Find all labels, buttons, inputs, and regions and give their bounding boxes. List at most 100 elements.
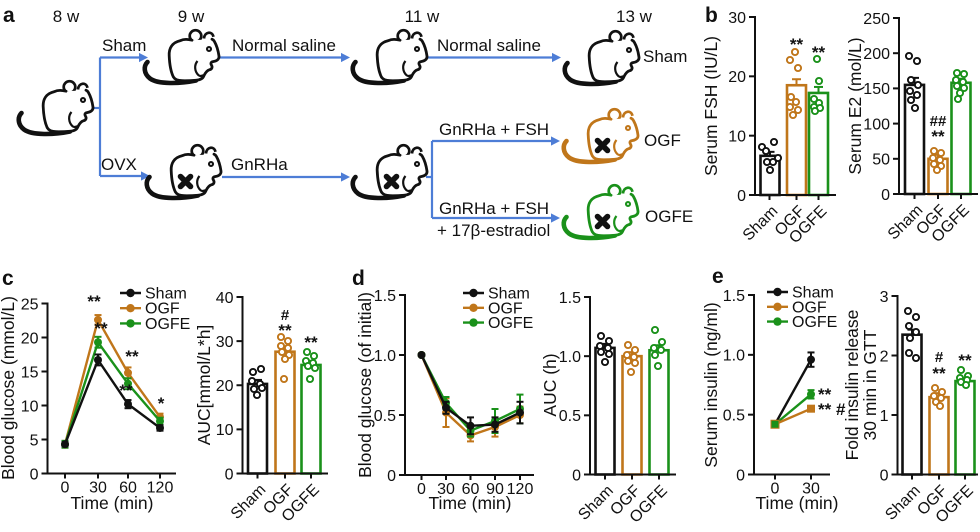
svg-text:OGF: OGF [792,299,827,316]
svg-text:5: 5 [30,432,39,449]
svg-text:GnRHa + FSH: GnRHa + FSH [439,199,549,218]
svg-text:10: 10 [728,128,746,145]
svg-text:120: 120 [147,480,174,497]
svg-text:0: 0 [736,467,745,484]
svg-text:0: 0 [737,188,746,205]
svg-text:**: ** [94,319,108,338]
svg-text:0: 0 [61,480,70,497]
svg-text:250: 250 [863,11,890,28]
svg-text:d: d [352,267,365,290]
svg-text:**: ** [278,321,292,340]
svg-text:0.5: 0.5 [723,407,745,424]
svg-text:GnRHa: GnRHa [231,155,288,174]
svg-text:Sham: Sham [488,286,530,303]
svg-text:+ 17β-estradiol: + 17β-estradiol [437,221,550,240]
svg-text:**: ** [119,381,133,400]
svg-text:Time (min): Time (min) [71,493,154,513]
svg-text:#: # [281,307,290,324]
svg-text:a: a [3,4,15,27]
svg-text:**: ** [87,292,101,311]
svg-text:120: 120 [507,481,534,498]
svg-text:0: 0 [30,466,39,483]
svg-text:Sham: Sham [792,285,834,302]
svg-text:20: 20 [21,330,39,347]
svg-text:OGF: OGF [644,131,681,150]
svg-text:Sham: Sham [643,47,687,66]
svg-text:1: 1 [880,408,889,425]
svg-text:OGF: OGF [488,300,523,317]
svg-text:Normal saline: Normal saline [437,36,541,55]
svg-text:Fold insulin release: Fold insulin release [842,310,862,461]
svg-text:OGFE: OGFE [145,316,190,333]
svg-text:0: 0 [771,481,780,498]
svg-text:Time (min): Time (min) [756,493,839,513]
svg-text:0: 0 [417,481,426,498]
svg-text:0: 0 [880,467,889,484]
svg-text:2: 2 [880,348,889,365]
svg-text:20: 20 [728,69,746,86]
svg-text:Blood glucose (mmol/L): Blood glucose (mmol/L) [0,296,18,480]
svg-text:0: 0 [387,468,396,485]
svg-text:9 w: 9 w [178,7,205,26]
svg-text:0: 0 [225,466,234,483]
svg-text:10: 10 [21,398,39,415]
svg-text:**: ** [790,35,804,54]
svg-text:0.5: 0.5 [559,408,581,425]
svg-text:30: 30 [728,10,746,27]
svg-text:Serum E2 (mol/L): Serum E2 (mol/L) [845,37,865,174]
svg-text:c: c [2,267,14,290]
svg-text:Sham: Sham [102,36,146,55]
svg-text:Serum insulin (ng/ml): Serum insulin (ng/ml) [701,302,721,467]
svg-text:**: ** [958,351,972,370]
svg-text:150: 150 [863,81,890,98]
svg-text:20: 20 [216,378,234,395]
svg-text:Time (min): Time (min) [429,493,512,513]
svg-text:OVX: OVX [101,155,137,174]
svg-text:0: 0 [881,187,890,204]
svg-text:OGFE: OGFE [645,207,693,226]
svg-text:200: 200 [863,46,890,63]
svg-text:1.5: 1.5 [559,290,581,307]
svg-text:Blood glucose (of initial): Blood glucose (of initial) [355,292,375,478]
svg-text:0.5: 0.5 [374,408,396,425]
svg-text:1.5: 1.5 [723,288,745,305]
svg-text:**: ** [818,385,832,404]
svg-text:**: ** [931,127,945,146]
svg-text:##: ## [930,113,947,130]
svg-text:100: 100 [863,116,890,133]
svg-text:Normal saline: Normal saline [232,36,336,55]
svg-text:10: 10 [216,422,234,439]
svg-text:60: 60 [119,480,137,497]
svg-text:**: ** [812,43,826,62]
svg-text:30: 30 [437,481,455,498]
svg-text:Sham: Sham [145,286,187,303]
svg-text:#: # [935,349,944,366]
svg-text:1.0: 1.0 [723,348,745,365]
svg-text:b: b [705,4,718,27]
svg-text:15: 15 [21,364,39,381]
svg-text:**: ** [932,364,946,383]
svg-text:30 min in GTT: 30 min in GTT [860,329,880,440]
svg-text:AUC[mmol/L*h]: AUC[mmol/L*h] [194,325,214,446]
svg-text:OGF: OGF [145,301,180,318]
svg-text:13 w: 13 w [616,7,653,26]
svg-text:25: 25 [21,296,39,313]
svg-text:50: 50 [872,152,890,169]
svg-text:40: 40 [216,290,234,307]
svg-text:AUC (h): AUC (h) [540,353,560,416]
svg-text:0: 0 [572,467,581,484]
svg-text:GnRHa + FSH: GnRHa + FSH [439,120,549,139]
svg-text:** #: ** # [818,400,846,419]
svg-text:30: 30 [802,481,820,498]
svg-text:30: 30 [89,480,107,497]
svg-text:1.5: 1.5 [374,288,396,305]
svg-text:OGFE: OGFE [792,314,837,331]
svg-text:e: e [712,265,724,288]
svg-text:60: 60 [462,481,480,498]
svg-text:**: ** [304,333,318,352]
svg-text:Serum FSH (IU/L): Serum FSH (IU/L) [701,36,721,176]
svg-text:3: 3 [880,289,889,306]
svg-text:1.0: 1.0 [374,348,396,365]
svg-text:8 w: 8 w [53,7,80,26]
svg-text:1.0: 1.0 [559,349,581,366]
